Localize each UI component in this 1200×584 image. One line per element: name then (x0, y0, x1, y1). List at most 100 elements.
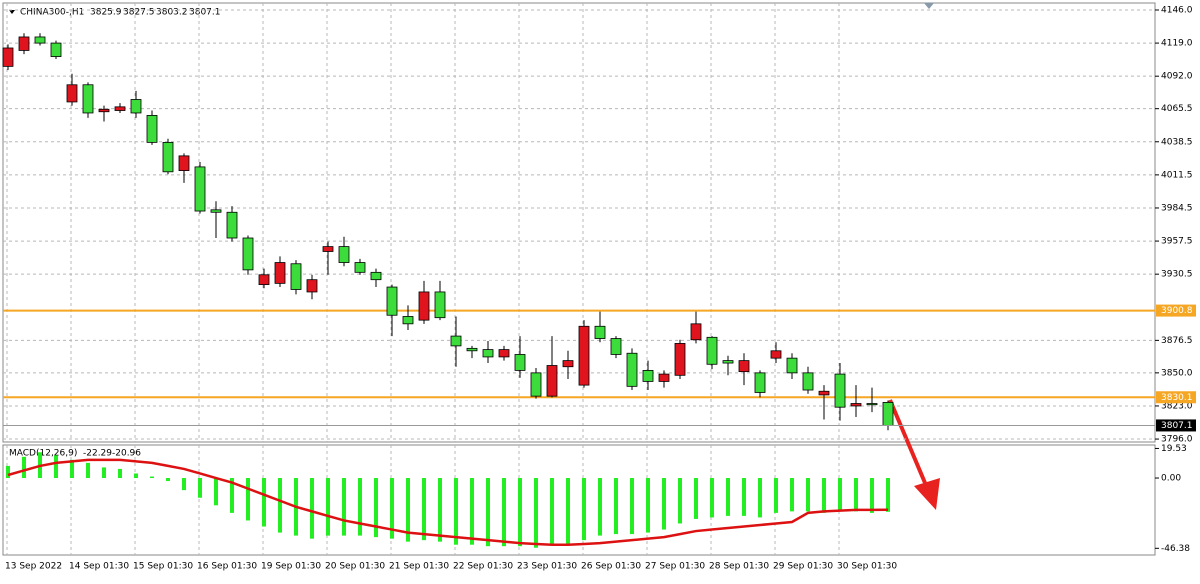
macd-bar (710, 478, 714, 518)
x-tick-label: 14 Sep 01:30 (69, 562, 129, 572)
candle-body (610, 338, 622, 355)
candle-body (450, 335, 462, 347)
candle-body (642, 370, 654, 382)
macd-bar (870, 478, 874, 513)
macd-bar (134, 473, 138, 479)
macd-bar (486, 478, 490, 547)
y-tick-label: 4119.0 (1161, 39, 1193, 49)
candle-body (402, 316, 414, 325)
x-tick-label: 20 Sep 01:30 (325, 562, 385, 572)
macd-bar (534, 478, 538, 548)
y-tick-label: 3850.0 (1161, 368, 1193, 378)
candle-body (146, 115, 158, 143)
y-tick-label: -46.38 (1161, 544, 1190, 554)
level-label: 3830.1 (1161, 393, 1193, 403)
y-tick-label: 0.00 (1161, 474, 1181, 484)
macd-bar (774, 478, 778, 513)
candle-body (882, 402, 894, 426)
candle-body (114, 106, 126, 111)
macd-bar (214, 478, 218, 506)
macd-bar (550, 478, 554, 545)
candle-body (2, 47, 14, 67)
candle-body (306, 279, 318, 293)
macd-bar (342, 478, 346, 536)
macd-bar (470, 478, 474, 545)
macd-bar (422, 478, 426, 541)
x-tick-label: 19 Sep 01:30 (261, 562, 321, 572)
candle-body (242, 237, 254, 271)
candle-body (594, 325, 606, 339)
x-tick-label: 22 Sep 01:30 (453, 562, 513, 572)
macd-bar (198, 478, 202, 498)
candle-body (802, 372, 814, 391)
header-close: 3807.1 (189, 8, 221, 18)
macd-bar (406, 478, 410, 542)
y-tick-label: 3984.5 (1161, 203, 1193, 213)
macd-bar (854, 478, 858, 512)
candle-body (290, 263, 302, 290)
candle-body (434, 291, 446, 319)
candle-body (818, 390, 830, 396)
candle-body (674, 343, 686, 376)
macd-bar (694, 478, 698, 519)
macd-bar (566, 478, 570, 545)
y-tick-label: 19.53 (1161, 444, 1187, 454)
macd-bar (278, 478, 282, 533)
shift-marker (924, 3, 934, 9)
macd-bar (662, 478, 666, 530)
x-tick-label: 23 Sep 01:30 (517, 562, 577, 572)
x-tick-label: 21 Sep 01:30 (389, 562, 449, 572)
macd-bar (246, 478, 250, 521)
macd-bar (454, 478, 458, 545)
x-tick-label: 27 Sep 01:30 (645, 562, 705, 572)
candle-body (706, 336, 718, 365)
macd-bar (310, 478, 314, 539)
candle-body (354, 262, 366, 273)
x-tick-label: 29 Sep 01:30 (773, 562, 833, 572)
macd-title: MACD(12,26,9) (9, 449, 77, 459)
candle-body (34, 36, 46, 44)
candle-body (210, 209, 222, 213)
x-tick-label: 26 Sep 01:30 (581, 562, 641, 572)
level-label-bg (1156, 391, 1196, 404)
macd-bar (646, 478, 650, 533)
macd-bar (806, 478, 810, 512)
candle-body (754, 372, 766, 393)
macd-bar (614, 478, 618, 535)
macd-main-value: -22.29 (83, 449, 112, 459)
macd-bar (6, 465, 10, 479)
macd-signal-value: -20.96 (112, 449, 141, 459)
y-tick-label: 4038.5 (1161, 137, 1193, 147)
macd-signal-line (7, 458, 889, 546)
macd-bar (166, 478, 170, 482)
candle-body (386, 286, 398, 316)
x-tick-label: 15 Sep 01:30 (133, 562, 193, 572)
candle-body (194, 166, 206, 212)
y-tick-label: 3823.0 (1161, 401, 1193, 411)
candle-body (498, 349, 510, 358)
level-label-bg (1156, 304, 1196, 317)
macd-bar (358, 478, 362, 536)
last-price-bg (1156, 419, 1196, 432)
candle-body (178, 155, 190, 171)
macd-bar (502, 478, 506, 547)
macd-bar (102, 467, 106, 479)
candle-body (866, 403, 878, 406)
macd-bar (742, 478, 746, 516)
candle-body (466, 347, 478, 352)
candle-body (82, 84, 94, 114)
candle-body (770, 350, 782, 359)
macd-bar (822, 478, 826, 513)
header-high: 3827.5 (123, 8, 155, 18)
macd-bar (70, 459, 74, 479)
price-pane (2, 2, 1156, 443)
y-tick-label: 4146.0 (1161, 5, 1193, 15)
x-tick-label: 30 Sep 01:30 (837, 562, 897, 572)
candle-body (130, 99, 142, 114)
macd-bar (374, 478, 378, 538)
candle-body (18, 36, 30, 51)
macd-bar (598, 478, 602, 536)
chart-title: CHINA300-,H1 (20, 8, 84, 18)
menu-arrow (9, 10, 15, 14)
candle-body (226, 211, 238, 239)
